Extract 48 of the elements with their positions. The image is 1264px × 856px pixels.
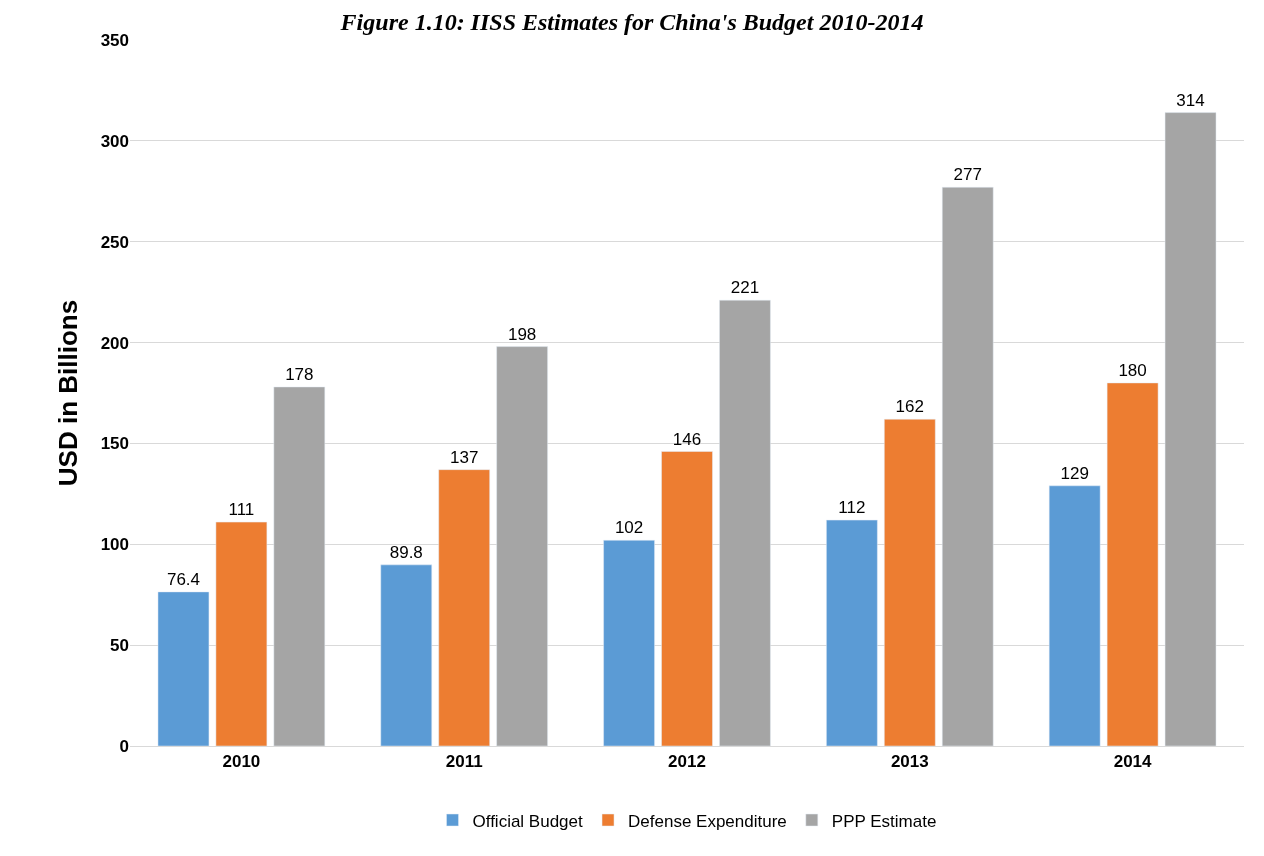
bar — [719, 299, 771, 746]
data-label: 89.8 — [389, 542, 423, 562]
bar — [157, 591, 210, 746]
y-tick-label: 50 — [110, 636, 129, 656]
x-tick-label: 2010 — [222, 752, 261, 772]
legend-label: Official Budget — [472, 811, 584, 831]
bar — [215, 521, 268, 746]
bar — [380, 564, 433, 746]
data-label: 178 — [285, 364, 314, 384]
legend-label: PPP Estimate — [831, 811, 937, 831]
data-label: 314 — [1176, 90, 1205, 110]
x-tick-label: 2011 — [445, 752, 483, 772]
y-tick-label: 350 — [100, 30, 129, 50]
y-axis-title: USD in Billions — [53, 299, 84, 487]
data-label: 277 — [953, 165, 982, 185]
bar — [1164, 112, 1217, 746]
y-tick-label: 0 — [119, 736, 129, 756]
bar — [1106, 382, 1159, 746]
bar — [438, 469, 490, 746]
x-tick-label: 2013 — [890, 752, 929, 772]
data-label: 162 — [895, 397, 924, 417]
legend-label: Defense Expenditure — [628, 811, 787, 831]
data-label: 146 — [672, 429, 702, 449]
data-label: 112 — [838, 498, 866, 518]
y-tick-label: 250 — [100, 232, 129, 252]
bar — [603, 540, 655, 746]
x-tick-label: 2014 — [1113, 752, 1153, 772]
data-label: 76.4 — [166, 569, 201, 589]
bar — [661, 451, 713, 746]
bar — [1048, 485, 1101, 746]
chart-title: Figure 1.10: IISS Estimates for China's Budget 2010-2014 — [339, 8, 924, 35]
data-label: 221 — [730, 278, 760, 298]
y-tick-label: 150 — [100, 434, 129, 454]
y-tick-label: 100 — [100, 535, 129, 555]
data-label: 102 — [614, 518, 644, 538]
bar — [273, 386, 326, 746]
bar — [826, 519, 878, 746]
x-tick-label: 2012 — [668, 752, 706, 772]
bar — [496, 346, 548, 746]
bar — [941, 187, 994, 746]
data-label: 137 — [450, 447, 479, 467]
data-label: 180 — [1118, 360, 1147, 380]
y-tick-label: 300 — [100, 131, 129, 151]
bar — [884, 418, 936, 746]
data-label: 198 — [507, 324, 537, 344]
data-label: 111 — [228, 500, 255, 520]
data-label: 129 — [1060, 463, 1089, 483]
y-tick-label: 200 — [100, 333, 129, 353]
